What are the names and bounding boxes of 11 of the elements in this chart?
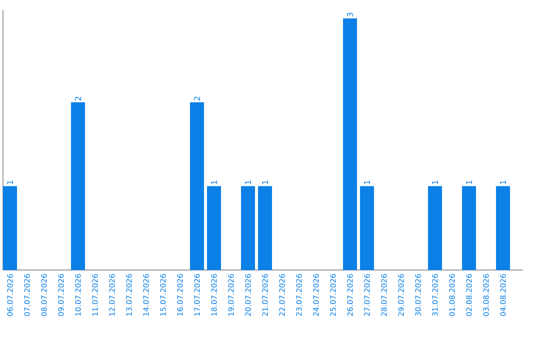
data-label: 3	[346, 12, 354, 17]
data-label: 1	[245, 180, 251, 184]
data-label: 2	[194, 96, 200, 100]
data-label: 1	[466, 180, 472, 184]
data-label: 1	[500, 180, 506, 184]
data-label: 1	[7, 180, 13, 184]
data-label: 1	[364, 180, 370, 184]
data-label: 1	[262, 180, 268, 184]
data-label: 1	[211, 180, 217, 184]
data-label: 1	[432, 180, 438, 184]
data-label: 2	[75, 96, 81, 100]
